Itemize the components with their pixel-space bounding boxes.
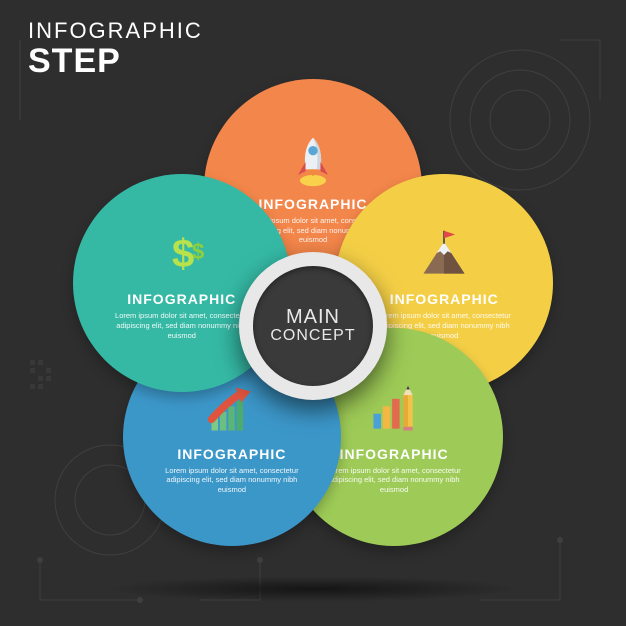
header-line1: INFOGRAPHIC	[28, 18, 203, 44]
growth-arrow-icon	[202, 380, 262, 440]
dollar-icon: $ $	[152, 225, 212, 285]
petal-title: INFOGRAPHIC	[390, 291, 499, 307]
rocket-icon	[283, 130, 343, 190]
svg-text:$: $	[192, 239, 204, 264]
petal-desc: Lorem ipsum dolor sit amet, consectetur …	[319, 466, 469, 495]
svg-text:$: $	[172, 232, 194, 276]
center-circle: MAIN CONCEPT	[239, 252, 387, 400]
center-line2: CONCEPT	[270, 327, 355, 345]
petal-desc: Lorem ipsum dolor sit amet, consectetur …	[107, 311, 257, 340]
pencil-chart-icon	[364, 380, 424, 440]
petal-desc: Lorem ipsum dolor sit amet, consectetur …	[157, 466, 307, 495]
infographic-stage: INFOGRAPHIC Lorem ipsum dolor sit amet, …	[53, 66, 573, 586]
petal-title: INFOGRAPHIC	[340, 446, 449, 462]
petal-title: INFOGRAPHIC	[177, 446, 286, 462]
petal-title: INFOGRAPHIC	[259, 196, 368, 212]
center-line1: MAIN	[286, 307, 340, 327]
mountain-flag-icon	[414, 225, 474, 285]
petal-title: INFOGRAPHIC	[127, 291, 236, 307]
